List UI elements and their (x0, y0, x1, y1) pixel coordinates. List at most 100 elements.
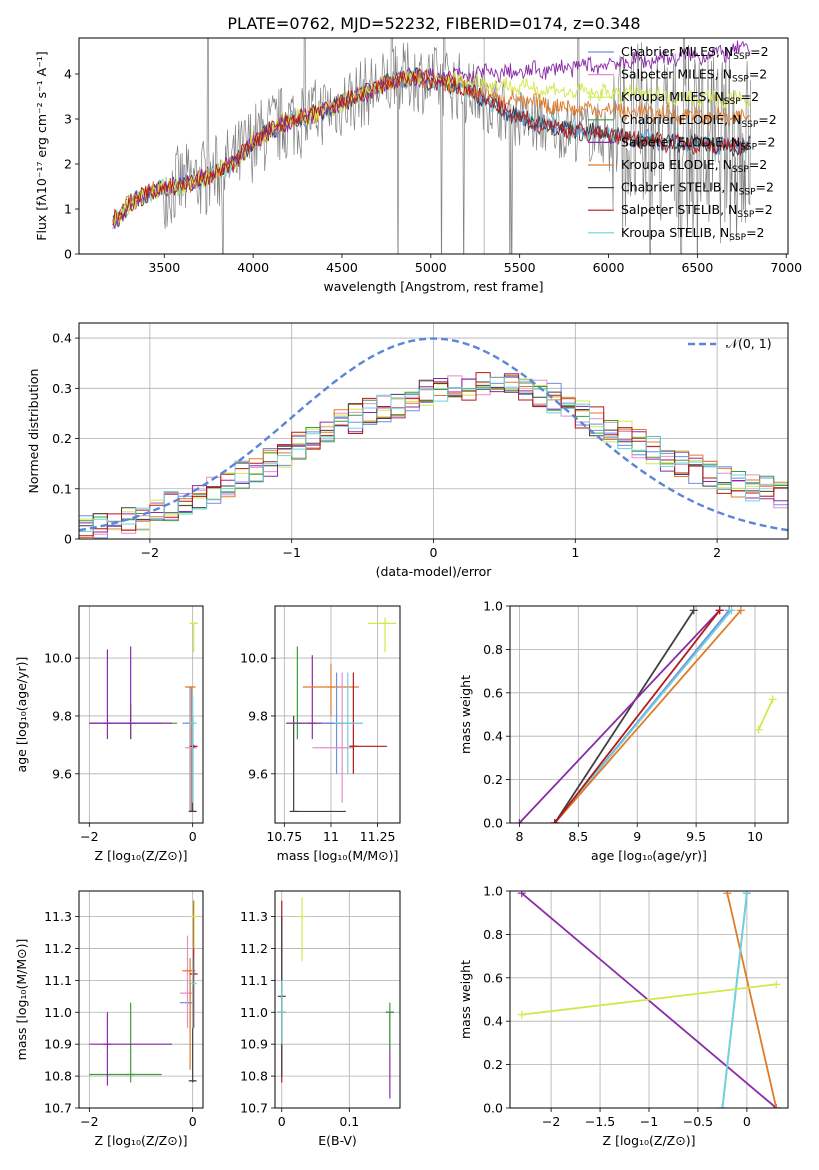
y-tick-label: 11.3 (240, 909, 268, 924)
errorbar-point (334, 672, 363, 774)
weight-line-chabrier-stelib (550, 606, 698, 823)
y-tick-label: 11.1 (44, 973, 72, 988)
metallicity-mass-panel: −2 0 10.7 10.8 10.9 11.0 11.1 11.2 11.3 Z [log₁₀(… (14, 890, 204, 1148)
y-axis-label: Flux [fλ10⁻¹⁷ erg cm⁻² s⁻¹ A⁻¹] (34, 51, 49, 240)
y-tick-label: 4 (64, 67, 72, 82)
model-spectrum-salpeter-stelib (112, 67, 751, 226)
x-axis-label: age [log₁₀(age/yr)] (591, 848, 707, 863)
y-tick-label: 9.6 (248, 766, 268, 781)
plot-area (112, 38, 752, 254)
y-tick-label: 0.2 (483, 772, 503, 787)
legend-entry: Chabrier MILES, NSSP=2 (621, 44, 769, 62)
metallicity-weight-panel: −2 −1.5 −1 −0.5 0 0.0 0.2 0.4 0.6 0.8 1.0 Z [log₁₀(… (458, 884, 789, 1148)
axes-frame (78, 605, 204, 824)
axes-frame (78, 890, 204, 1109)
y-tick-label: 0.8 (483, 642, 503, 657)
y-tick-label: 3 (64, 112, 72, 127)
x-tick-label: 0.1 (339, 1114, 359, 1129)
figure-title: PLATE=0762, MJD=52232, FIBERID=0174, z=0… (227, 14, 640, 33)
x-tick-label: −2 (80, 1114, 98, 1129)
x-tick-label: 6000 (593, 260, 625, 275)
histogram-chabrier-stelib (79, 379, 788, 527)
y-tick-label: 11.1 (240, 973, 268, 988)
errorbar-point (189, 622, 198, 653)
axes-decoration: 0 0.1 10.7 10.8 10.9 11.0 11.1 11.2 11.3 E(B-V) (240, 890, 401, 1148)
ebv-mass-panel: 0 0.1 10.7 10.8 10.9 11.0 11.1 11.2 11.3 E(B-V) (240, 890, 401, 1148)
plot-area (515, 606, 777, 823)
axes-decoration: −2 −1.5 −1 −0.5 0 0.0 0.2 0.4 0.6 0.8 1.0 Z [log₁₀(… (458, 884, 789, 1148)
x-tick-label: −1 (640, 1114, 658, 1129)
errorbar-point (89, 649, 162, 740)
x-tick-label: −2 (542, 1114, 560, 1129)
legend-entry: Kroupa MILES, NSSP=2 (621, 89, 759, 107)
x-tick-label: 5500 (504, 260, 536, 275)
histogram-kroupa-stelib (79, 376, 788, 532)
y-tick-label: 10.0 (44, 651, 72, 666)
x-tick-label: 3500 (148, 260, 180, 275)
errorbar-point (312, 672, 354, 803)
legend-entry: Salpeter ELODIE, NSSP=2 (621, 134, 775, 152)
age-weight-panel: 8 8.5 9 9.5 10 0.0 0.2 0.4 0.6 0.8 1.0 age [log₁₀(a… (458, 599, 789, 863)
y-tick-label: 10.9 (44, 1037, 72, 1052)
y-tick-label: 0.2 (52, 431, 72, 446)
legend-entry: Kroupa STELIB, NSSP=2 (621, 225, 765, 243)
axes-frame (78, 37, 789, 255)
errorbar-point (89, 1012, 172, 1086)
x-axis-label: Z [log₁₀(Z/Z⊙)] (95, 848, 188, 863)
errorbar-point (289, 715, 346, 813)
y-tick-label: 10.8 (240, 1069, 268, 1084)
x-tick-label: −1 (282, 545, 300, 560)
x-tick-label: 7000 (770, 260, 802, 275)
x-tick-label: −0.5 (683, 1114, 713, 1129)
y-tick-label: 0.0 (483, 816, 503, 831)
y-tick-label: 11.0 (240, 1005, 268, 1020)
x-tick-label: 9.5 (686, 829, 706, 844)
histogram-salpeter-elodie (79, 373, 788, 533)
errorbar-point (179, 935, 193, 1029)
x-axis-label: mass [log₁₀(M/M⊙)] (277, 848, 399, 863)
axes-frame (509, 605, 789, 824)
x-tick-label: 10 (747, 829, 763, 844)
axes-frame (274, 605, 401, 824)
weight-line-kroupa-miles (517, 980, 781, 1019)
x-tick-label: 4500 (326, 260, 358, 275)
x-tick-label: 1 (571, 545, 579, 560)
y-tick-label: 0.3 (52, 381, 72, 396)
y-tick-label: 0.4 (483, 1014, 503, 1029)
x-axis-label: (data-model)/error (376, 564, 493, 579)
y-tick-label: 1.0 (483, 884, 503, 899)
x-tick-label: 8.5 (568, 829, 588, 844)
errorbar-point (190, 900, 199, 949)
axes-decoration: −2 0 10.7 10.8 10.9 11.0 11.1 11.2 11.3 Z [log₁₀(… (14, 890, 204, 1148)
axes-decoration: 10.75 11 11.25 9.6 9.8 10.0 mass [log₁₀(M/M⊙)] (240, 605, 401, 863)
x-tick-label: 0 (189, 1114, 197, 1129)
axes-decoration: 8 8.5 9 9.5 10 0.0 0.2 0.4 0.6 0.8 1.0 age [log₁₀(a… (458, 599, 789, 863)
errorbar-point (286, 655, 350, 740)
plot-area (89, 622, 198, 813)
y-tick-label: 0 (64, 247, 72, 262)
x-axis-label: E(B-V) (318, 1133, 357, 1148)
axes-decoration: −2 −1 0 1 2 0 0.1 0.2 0.3 0.4 (data-model)/error No… (26, 322, 789, 579)
legend-entry: Salpeter STELIB, NSSP=2 (621, 202, 773, 220)
plot-area (286, 617, 397, 813)
y-tick-label: 1.0 (483, 599, 503, 614)
y-tick-label: 0.8 (483, 927, 503, 942)
y-tick-label: 9.6 (52, 766, 72, 781)
errorbar-point (188, 958, 197, 1029)
y-tick-label: 0.2 (483, 1057, 503, 1072)
gaussian-reference-curve (79, 337, 788, 532)
y-tick-label: 11.0 (44, 1005, 72, 1020)
plot-area (89, 900, 199, 1086)
y-axis-label: mass [log₁₀(M/M⊙)] (14, 939, 29, 1061)
weight-line-kroupa-elodie (550, 606, 745, 823)
y-tick-label: 0.1 (52, 481, 72, 496)
y-tick-label: 11.2 (240, 941, 268, 956)
axes-decoration: −2 0 9.6 9.8 10.0 Z [log₁₀(Z/Z⊙)] age [log₁₀(a… (14, 605, 204, 863)
errorbar-point (184, 721, 197, 803)
x-axis-label: Z [log₁₀(Z/Z⊙)] (95, 1133, 188, 1148)
errorbar-point (184, 686, 196, 812)
axes-frame (274, 890, 401, 1109)
x-tick-label: 6500 (681, 260, 713, 275)
spectrum-panel: 3500 4000 4500 5000 5500 6000 6500 7000 0 1 2 3 4 wav… (34, 37, 802, 294)
